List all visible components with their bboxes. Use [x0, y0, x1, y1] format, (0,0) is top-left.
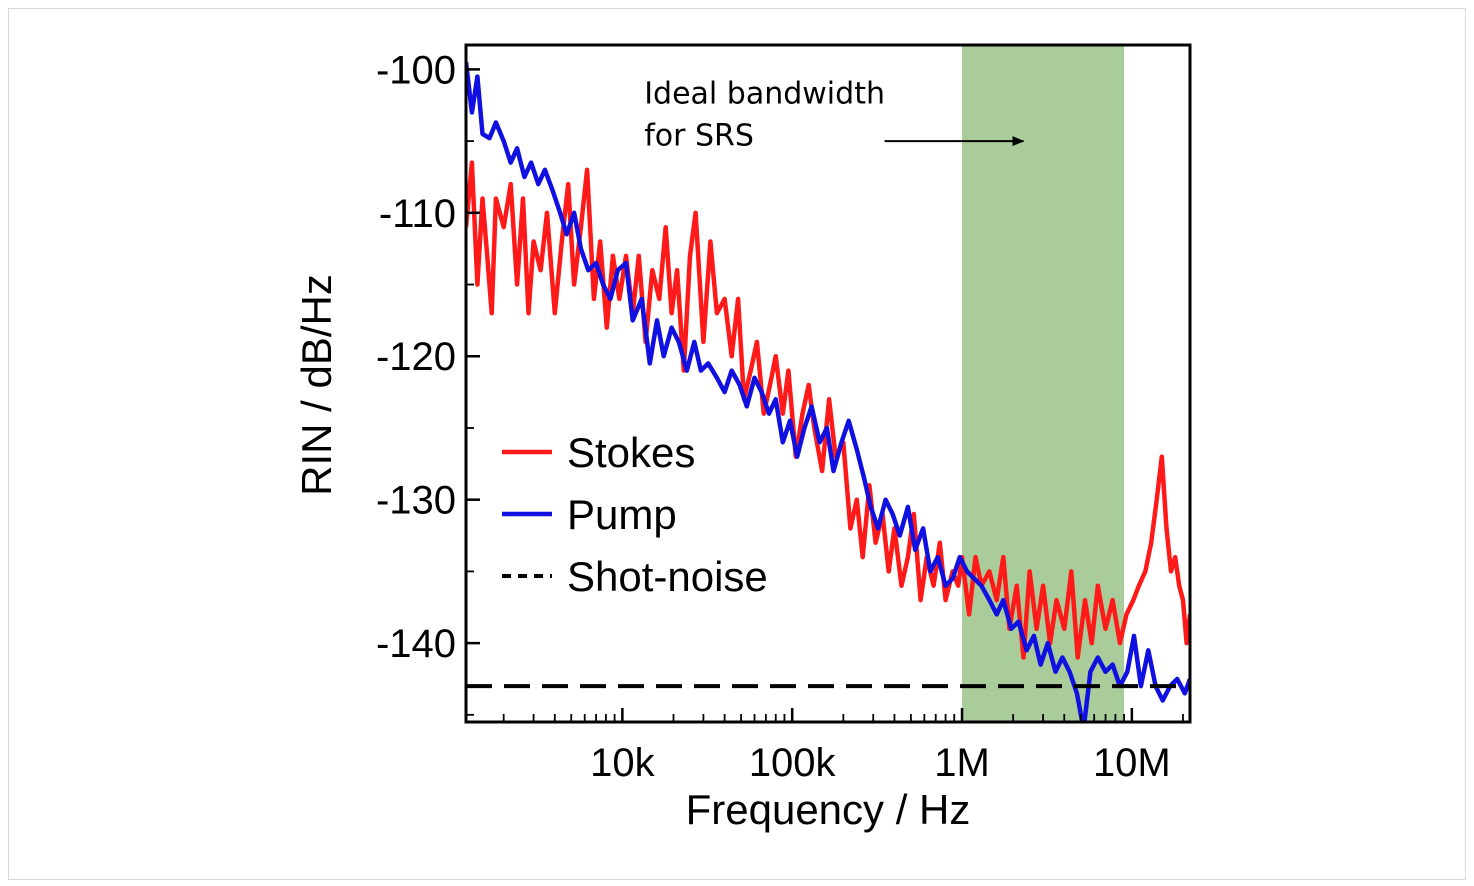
y-tick-label: -100 [376, 48, 456, 92]
x-tick-label: 1M [934, 741, 990, 785]
legend-label-stokes: Stokes [567, 429, 695, 476]
y-tick-label: -110 [379, 192, 456, 236]
y-tick-label: -130 [376, 479, 456, 523]
series-line-pump [466, 61, 1190, 722]
y-axis-title: RIN / dB/Hz [293, 274, 340, 496]
annotation-layer: Ideal bandwidth for SRS [644, 77, 1025, 154]
legend: Stokes Pump Shot-noise [502, 429, 768, 600]
legend-label-shot-noise: Shot-noise [567, 553, 768, 600]
series-line-stokes [466, 160, 1190, 660]
x-tick-label: 10k [590, 741, 655, 785]
annotation-text-line: Ideal bandwidth [644, 77, 885, 112]
series-layer [466, 61, 1190, 722]
ideal-bandwidth-band-layer [962, 45, 1125, 722]
x-tick-label: 100k [749, 741, 837, 785]
ideal-bandwidth-band [962, 45, 1125, 722]
annotation-text-line: for SRS [644, 119, 754, 154]
x-axis-title: Frequency / Hz [686, 786, 971, 833]
tick-layer: 10k 100k 1M 10M -100 -110 -120 -130 -140 [376, 48, 1184, 785]
y-tick-label: -140 [376, 622, 456, 666]
y-tick-label: -120 [376, 335, 456, 379]
x-tick-label: 10M [1093, 741, 1171, 785]
plot-frame [464, 43, 1192, 724]
legend-label-pump: Pump [567, 491, 677, 538]
figure-frame [8, 8, 1466, 880]
